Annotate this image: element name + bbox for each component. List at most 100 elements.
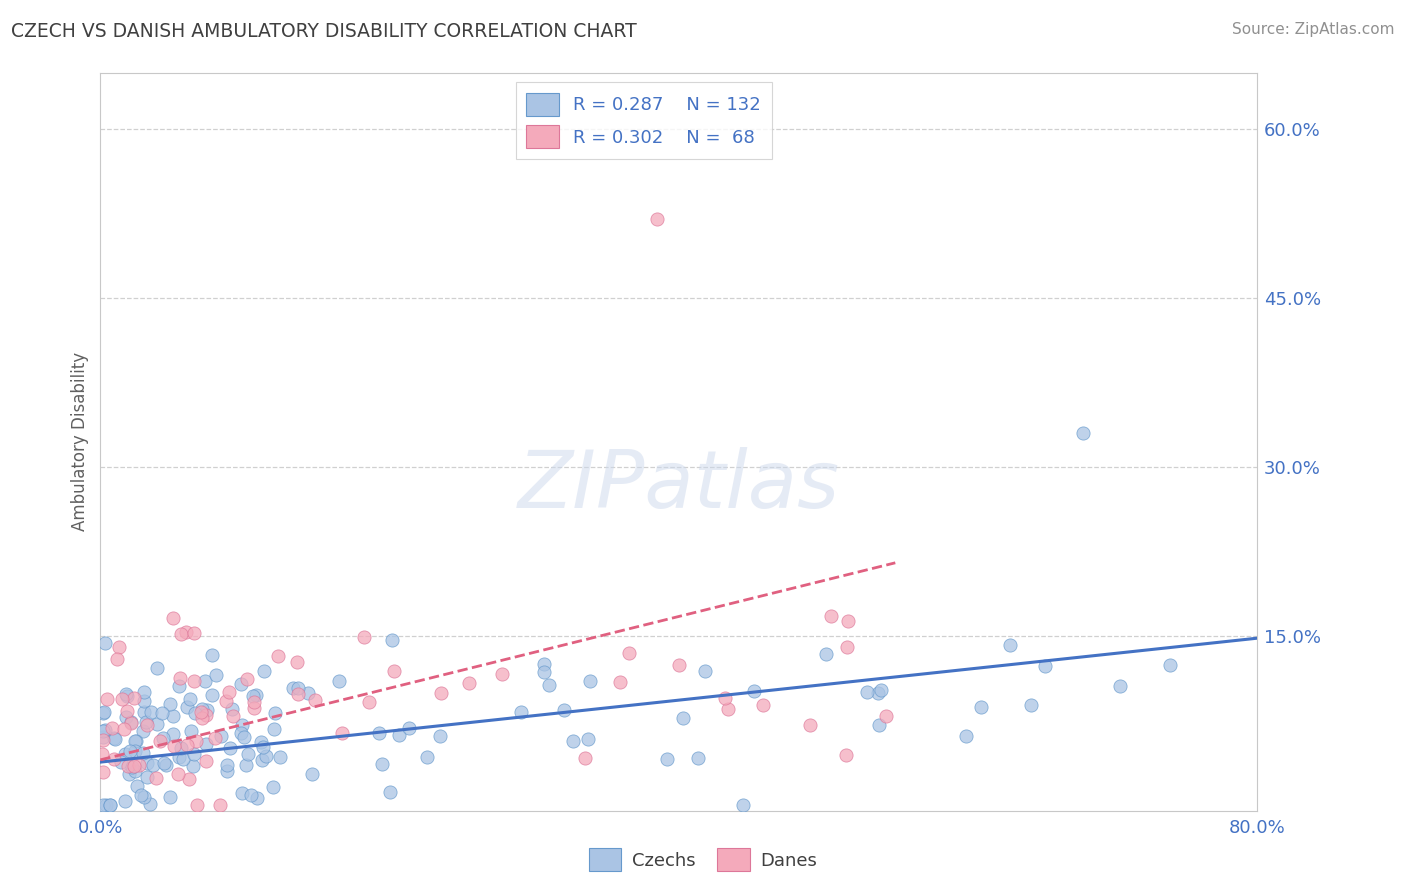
Point — [167, 767, 190, 781]
Point — [235, 758, 257, 772]
Point — [107, 651, 129, 665]
Point — [114, 747, 136, 761]
Point — [201, 648, 224, 662]
Point — [136, 756, 159, 770]
Point — [870, 682, 893, 697]
Point — [263, 722, 285, 736]
Point — [533, 665, 555, 679]
Point — [287, 681, 309, 695]
Point — [574, 751, 596, 765]
Legend: R = 0.287    N = 132, R = 0.302    N =  68: R = 0.287 N = 132, R = 0.302 N = 68 — [516, 82, 772, 159]
Point — [820, 608, 842, 623]
Point — [371, 756, 394, 771]
Point — [537, 678, 560, 692]
Point — [120, 744, 142, 758]
Point — [146, 660, 169, 674]
Point — [91, 706, 114, 721]
Point — [359, 696, 381, 710]
Point — [330, 725, 353, 739]
Point — [169, 671, 191, 685]
Point — [218, 684, 240, 698]
Point — [263, 706, 285, 720]
Point — [510, 705, 533, 719]
Point — [184, 706, 207, 721]
Point — [194, 707, 217, 722]
Point — [693, 665, 716, 679]
Point — [190, 705, 212, 719]
Point — [170, 741, 193, 756]
Point — [254, 749, 277, 764]
Point — [183, 626, 205, 640]
Point — [717, 702, 740, 716]
Point — [103, 731, 125, 746]
Point — [217, 764, 239, 779]
Point — [195, 703, 218, 717]
Point — [180, 723, 202, 738]
Point — [262, 780, 284, 794]
Point — [100, 797, 122, 812]
Point — [104, 731, 127, 746]
Point — [129, 788, 152, 802]
Point — [159, 789, 181, 804]
Point — [184, 733, 207, 747]
Point — [236, 672, 259, 686]
Point — [96, 691, 118, 706]
Point — [672, 711, 695, 725]
Point — [243, 701, 266, 715]
Point — [128, 757, 150, 772]
Point — [115, 687, 138, 701]
Point — [93, 797, 115, 812]
Point — [429, 686, 451, 700]
Point — [714, 691, 737, 706]
Point — [150, 706, 173, 720]
Point — [304, 693, 326, 707]
Point — [655, 752, 678, 766]
Point — [136, 717, 159, 731]
Point — [668, 657, 690, 672]
Y-axis label: Ambulatory Disability: Ambulatory Disability — [72, 352, 89, 532]
Point — [120, 715, 142, 730]
Point — [245, 688, 267, 702]
Point — [124, 734, 146, 748]
Point — [231, 717, 253, 731]
Point — [221, 709, 243, 723]
Point — [1071, 426, 1094, 441]
Point — [835, 747, 858, 762]
Point — [688, 751, 710, 765]
Point — [181, 759, 204, 773]
Point — [201, 688, 224, 702]
Point — [122, 691, 145, 706]
Point — [381, 633, 404, 648]
Point — [135, 714, 157, 729]
Point — [93, 705, 115, 719]
Point — [619, 646, 641, 660]
Point — [856, 685, 879, 699]
Point — [132, 789, 155, 804]
Point — [172, 752, 194, 766]
Point — [221, 702, 243, 716]
Point — [553, 702, 575, 716]
Point — [249, 735, 271, 749]
Point — [191, 702, 214, 716]
Point — [93, 732, 115, 747]
Point — [283, 681, 305, 695]
Point — [179, 691, 201, 706]
Point — [163, 739, 186, 753]
Point — [121, 759, 143, 773]
Point — [231, 677, 253, 691]
Point — [90, 747, 112, 761]
Point — [149, 734, 172, 748]
Point — [208, 797, 231, 812]
Point — [176, 739, 198, 753]
Point — [609, 674, 631, 689]
Point — [134, 685, 156, 699]
Point — [170, 627, 193, 641]
Point — [162, 709, 184, 723]
Point — [236, 747, 259, 761]
Point — [115, 710, 138, 724]
Point — [132, 746, 155, 760]
Point — [124, 733, 146, 747]
Point — [117, 766, 139, 780]
Point — [301, 767, 323, 781]
Point — [429, 729, 451, 743]
